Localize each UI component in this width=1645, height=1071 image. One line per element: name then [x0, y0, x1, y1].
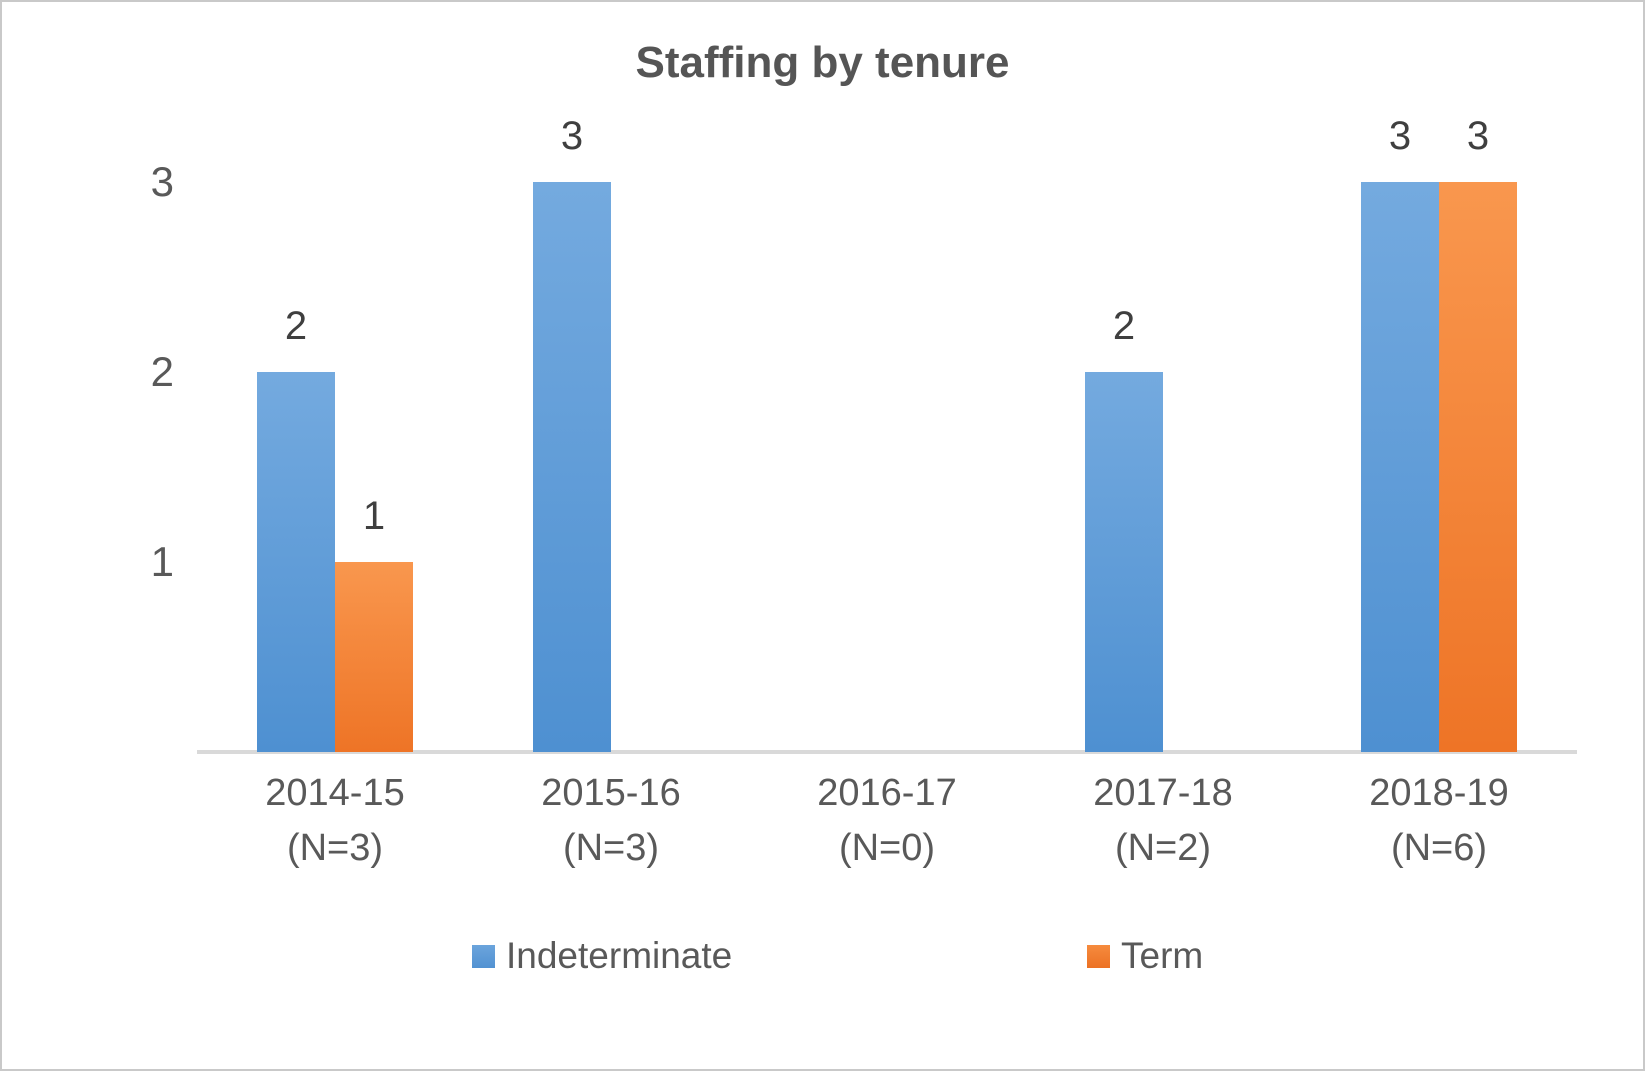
x-category-label-2015-16: 2015-16 (N=3) — [541, 772, 681, 869]
y-tick-label-2: 2 — [150, 348, 174, 395]
legend-swatch-term — [1087, 944, 1110, 968]
data-label-indeterminate-2018-19: 3 — [1388, 114, 1412, 158]
data-label-term-2018-19: 3 — [1466, 114, 1490, 158]
x-category-label-2014-15: 2014-15 (N=3) — [265, 772, 405, 869]
bar-indeterminate-2014-15 — [257, 372, 335, 752]
x-category-label-2017-18: 2017-18 (N=2) — [1093, 772, 1233, 869]
data-label-term-2014-15: 1 — [362, 494, 386, 538]
y-tick-label-3: 3 — [150, 158, 174, 205]
legend-label-indeterminate: Indeterminate — [506, 935, 733, 976]
x-category-label-2016-17: 2016-17 (N=0) — [817, 772, 957, 869]
bar-term-2014-15 — [335, 562, 413, 752]
legend-item-indeterminate: Indeterminate — [472, 934, 732, 978]
x-axis-line — [197, 750, 1577, 754]
bar-indeterminate-2015-16 — [533, 182, 611, 752]
data-label-indeterminate-2015-16: 3 — [560, 114, 584, 158]
data-label-indeterminate-2017-18: 2 — [1112, 304, 1136, 348]
bar-term-2018-19 — [1439, 182, 1517, 752]
bar-indeterminate-2018-19 — [1361, 182, 1439, 752]
legend-swatch-indeterminate — [472, 944, 495, 968]
y-tick-label-1: 1 — [150, 538, 174, 585]
data-label-indeterminate-2014-15: 2 — [284, 304, 308, 348]
legend-item-term: Term — [1087, 934, 1203, 978]
bar-indeterminate-2017-18 — [1085, 372, 1163, 752]
legend-label-term: Term — [1121, 935, 1204, 976]
x-category-label-2018-19: 2018-19 (N=6) — [1369, 772, 1509, 869]
chart-title: Staffing by tenure — [635, 38, 1010, 87]
